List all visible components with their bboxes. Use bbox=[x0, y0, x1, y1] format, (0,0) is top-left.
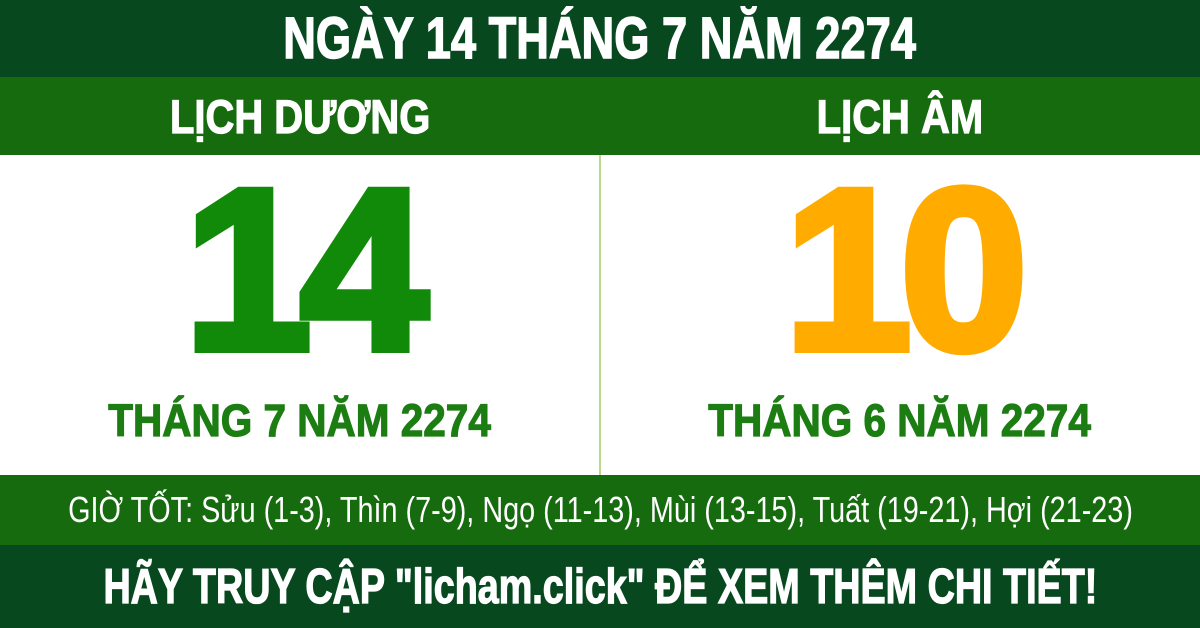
solar-day-number: 14 bbox=[180, 141, 432, 398]
calendar-type-headers: LỊCH DƯƠNG LỊCH ÂM bbox=[0, 77, 1200, 155]
lunar-panel: 10 THÁNG 6 NĂM 2274 bbox=[600, 141, 1200, 475]
solar-panel: 14 THÁNG 7 NĂM 2274 bbox=[0, 141, 600, 475]
lunar-calendar-header-label: LỊCH ÂM bbox=[816, 89, 984, 143]
column-divider-line bbox=[599, 155, 601, 475]
good-hours-bar: GIỜ TỐT: Sửu (1-3), Thìn (7-9), Ngọ (11-… bbox=[0, 475, 1200, 545]
footer-cta-bar: HÃY TRUY CẬP "licham.click" ĐỂ XEM THÊM … bbox=[0, 545, 1200, 628]
footer-cta-text: HÃY TRUY CẬP "licham.click" ĐỂ XEM THÊM … bbox=[103, 559, 1098, 614]
lunar-day-number: 10 bbox=[780, 141, 1032, 398]
lunar-month-year: THÁNG 6 NĂM 2274 bbox=[600, 395, 1200, 446]
solar-calendar-header: LỊCH DƯƠNG bbox=[0, 77, 600, 155]
solar-month-year: THÁNG 7 NĂM 2274 bbox=[0, 395, 600, 446]
solar-calendar-header-label: LỊCH DƯƠNG bbox=[169, 89, 431, 143]
calendar-body: 14 THÁNG 7 NĂM 2274 10 THÁNG 6 NĂM 2274 bbox=[0, 141, 1200, 475]
date-banner: NGÀY 14 THÁNG 7 NĂM 2274 bbox=[0, 0, 1200, 77]
good-hours-text: GIỜ TỐT: Sửu (1-3), Thìn (7-9), Ngọ (11-… bbox=[67, 489, 1133, 530]
solar-month-year-label: THÁNG 7 NĂM 2274 bbox=[108, 395, 492, 446]
date-banner-title: NGÀY 14 THÁNG 7 NĂM 2274 bbox=[283, 5, 917, 72]
lunar-calendar-header: LỊCH ÂM bbox=[600, 77, 1200, 155]
lunar-month-year-label: THÁNG 6 NĂM 2274 bbox=[708, 395, 1092, 446]
